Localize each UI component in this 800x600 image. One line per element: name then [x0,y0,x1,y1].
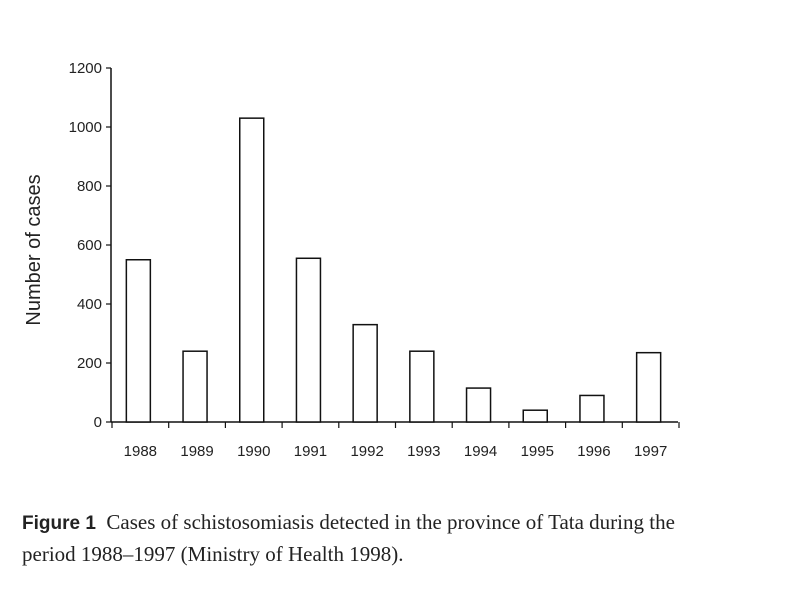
x-tick-label: 1991 [294,443,327,460]
x-tick-label: 1996 [577,443,610,460]
x-tick-label: 1997 [634,443,667,460]
x-tick-label: 1995 [521,443,554,460]
figure-caption: Figure 1 Cases of schistosomiasis detect… [22,507,722,569]
bar-1990 [239,117,265,423]
caption-text: Cases of schistosomiasis detected in the… [22,510,675,566]
x-tick-label: 1994 [464,443,497,460]
x-tick-label: 1992 [350,443,383,460]
y-tick-label: 600 [77,237,102,254]
y-tick-label: 0 [94,414,102,431]
bar-1995 [522,409,548,423]
y-tick-label: 200 [77,355,102,372]
x-tick-label: 1993 [407,443,440,460]
y-tick-label: 800 [77,178,102,195]
bar-1988 [125,259,152,423]
bar-chart: Number of cases 0 200 400 600 800 1000 1200 198… [23,60,680,460]
bar-1996 [579,394,605,423]
bar-1993 [409,350,435,423]
x-tick-label: 1989 [180,443,213,460]
bar-1991 [295,257,322,423]
y-axis-label: Number of cases [23,174,45,325]
y-tick-label: 400 [77,296,102,313]
bar-1989 [182,350,208,423]
caption-label: Figure 1 [22,513,96,534]
y-tick-label: 1000 [69,119,102,136]
x-tick-label: 1988 [124,443,157,460]
y-tick-label: 1200 [69,60,102,77]
x-tick-label: 1990 [237,443,270,460]
bar-1994 [465,387,492,423]
bar-1997 [635,351,662,423]
bar-1992 [352,323,378,423]
